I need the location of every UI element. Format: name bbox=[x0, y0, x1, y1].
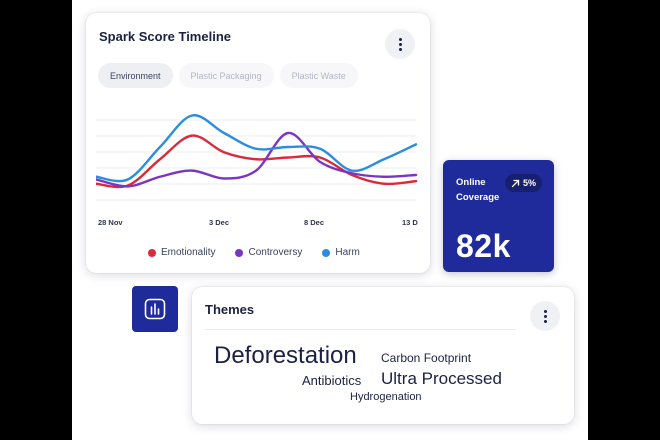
more-vertical-icon bbox=[543, 309, 547, 323]
coverage-label: Online Coverage bbox=[456, 177, 500, 203]
legend-item-harm[interactable]: Harm bbox=[322, 247, 360, 258]
x-tick-label: 13 Dec bbox=[402, 218, 418, 227]
x-tick-label: 28 Nov bbox=[98, 218, 123, 227]
coverage-value: 82k bbox=[456, 228, 511, 264]
coverage-trend-value: 5% bbox=[523, 178, 537, 188]
spark-score-line-chart: 28 Nov 3 Dec 8 Dec 13 Dec bbox=[96, 114, 418, 227]
more-vertical-icon bbox=[398, 37, 402, 51]
x-tick-label: 8 Dec bbox=[304, 218, 324, 227]
themes-divider bbox=[205, 329, 516, 330]
legend-item-emotionality[interactable]: Emotionality bbox=[148, 247, 215, 258]
arrow-up-right-icon bbox=[511, 179, 520, 187]
series-line-controversy bbox=[96, 131, 418, 188]
bar-chart-icon bbox=[144, 298, 166, 320]
timeline-title: Spark Score Timeline bbox=[99, 29, 231, 44]
online-coverage-card[interactable]: Online Coverage 5% 82k bbox=[443, 160, 554, 272]
spark-score-timeline-card: Spark Score Timeline Environment Plastic… bbox=[86, 13, 430, 273]
legend-dot-harm bbox=[322, 248, 331, 257]
theme-word-deforestation[interactable]: Deforestation bbox=[214, 342, 357, 369]
legend-item-controversy[interactable]: Controversy bbox=[235, 247, 302, 258]
coverage-trend-badge: 5% bbox=[505, 174, 543, 192]
series-line-emotionality bbox=[96, 134, 418, 189]
themes-menu-button[interactable] bbox=[530, 301, 560, 331]
theme-word-ultra-processed[interactable]: Ultra Processed bbox=[381, 369, 502, 388]
themes-icon-tile[interactable] bbox=[132, 286, 178, 332]
series-line-harm bbox=[96, 114, 418, 183]
legend-dot-controversy bbox=[235, 248, 244, 257]
tab-environment[interactable]: Environment bbox=[98, 63, 173, 88]
legend-dot-emotionality bbox=[148, 248, 156, 257]
chart-legend: Emotionality Controversy Harm bbox=[148, 247, 360, 258]
theme-word-carbon-footprint[interactable]: Carbon Footprint bbox=[381, 351, 472, 365]
legend-label-harm: Harm bbox=[335, 247, 360, 258]
themes-title: Themes bbox=[205, 302, 255, 317]
tab-plastic-waste[interactable]: Plastic Waste bbox=[279, 63, 358, 88]
theme-word-hydrogenation[interactable]: Hydrogenation bbox=[350, 391, 422, 403]
legend-label-emotionality: Emotionality bbox=[161, 247, 216, 258]
x-tick-label: 3 Dec bbox=[209, 218, 229, 227]
legend-label-controversy: Controversy bbox=[248, 247, 303, 258]
themes-card: Themes Deforestation Carbon Footprint An… bbox=[192, 287, 574, 424]
timeline-menu-button[interactable] bbox=[385, 29, 415, 59]
topic-tabs: Environment Plastic Packaging Plastic Wa… bbox=[98, 63, 358, 88]
tab-plastic-packaging[interactable]: Plastic Packaging bbox=[178, 63, 274, 88]
theme-word-antibiotics[interactable]: Antibiotics bbox=[302, 373, 362, 388]
